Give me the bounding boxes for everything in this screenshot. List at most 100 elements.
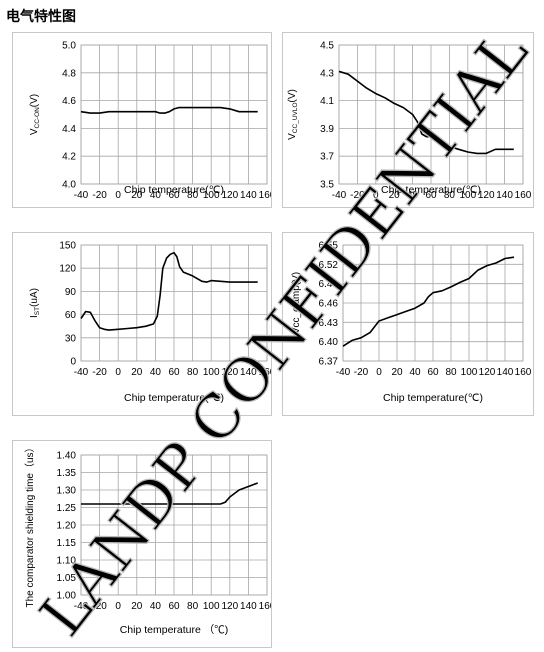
y-tick-label: 5.0 <box>62 41 76 52</box>
x-tick-label: 120 <box>221 601 238 612</box>
x-tick-label: 160 <box>259 367 271 378</box>
x-tick-label: 140 <box>497 367 514 378</box>
y-axis-label: IST(uA) <box>29 288 41 318</box>
y-tick-label: 150 <box>59 241 76 252</box>
series-line <box>81 482 258 505</box>
x-axis-label: Chip temperature(℃) <box>381 184 481 196</box>
y-tick-label: 3.5 <box>320 180 334 191</box>
x-tick-label: 120 <box>479 367 496 378</box>
y-tick-label: 3.7 <box>320 152 334 163</box>
x-tick-label: 160 <box>259 601 271 612</box>
y-axis-label: VCC-ON(V) <box>29 94 41 135</box>
y-tick-label: 1.15 <box>57 538 77 549</box>
x-tick-label: -20 <box>92 601 107 612</box>
chart-svg: -40 -20 0 20 40 60 80 100 120 140 160 6.37 6.40 6.43 6… <box>291 241 532 405</box>
x-tick-label: 0 <box>115 367 121 378</box>
plot-frame <box>80 44 268 185</box>
y-axis-label: VCC_UVLO(V) <box>287 89 299 140</box>
x-tick-label: -40 <box>74 367 89 378</box>
x-tick-label: 0 <box>115 601 121 612</box>
y-tick-label: 6.55 <box>319 241 339 252</box>
x-tick-label: 140 <box>240 601 257 612</box>
y-tick-label: 6.40 <box>319 337 339 348</box>
y-axis-label-unit: (uA) <box>29 288 40 307</box>
x-tick-label: 140 <box>240 367 257 378</box>
x-axis-label: Chip temperature(℃) <box>124 184 224 196</box>
series-line <box>80 106 258 114</box>
y-axis-label: Vcc_clamp(V) <box>291 272 302 334</box>
y-tick-label: 4.3 <box>320 68 334 79</box>
x-tick-label: 140 <box>496 190 513 201</box>
y-tick-label: 1.00 <box>57 591 77 602</box>
y-tick-label: 6.49 <box>319 279 339 290</box>
y-tick-label: 6.43 <box>319 318 339 329</box>
y-tick-label: 1.10 <box>57 556 77 567</box>
x-tick-label: -20 <box>92 367 107 378</box>
y-tick-label: 1.05 <box>57 573 77 584</box>
x-tick-label: 20 <box>391 367 403 378</box>
y-axis-label-unit: (V) <box>287 89 298 102</box>
y-tick-label: 1.30 <box>57 486 77 497</box>
plot-frame <box>338 44 524 185</box>
x-tick-label: 60 <box>168 190 180 201</box>
x-tick-label: 100 <box>203 190 220 201</box>
y-tick-label: 6.37 <box>319 357 339 368</box>
x-tick-label: 20 <box>131 601 143 612</box>
x-tick-label: 60 <box>168 601 180 612</box>
y-tick-label: 4.8 <box>62 68 76 79</box>
page-heading: 电气特性图 <box>6 9 76 25</box>
x-axis-label: Chip temperature(℃) <box>383 392 483 404</box>
x-tick-label: 0 <box>373 190 379 201</box>
y-axis-label-subscript: CC-ON <box>34 107 41 129</box>
y-tick-label: 120 <box>59 264 76 275</box>
x-tick-label: -20 <box>92 190 107 201</box>
series-line <box>338 70 514 155</box>
y-tick-label: 90 <box>65 287 77 298</box>
x-tick-label: 120 <box>478 190 495 201</box>
x-tick-label: 100 <box>459 190 476 201</box>
y-axis-label-main: V <box>287 133 298 140</box>
y-axis-label-subscript: ST <box>34 307 41 315</box>
x-tick-label: 60 <box>425 190 437 201</box>
y-tick-label: 1.25 <box>57 503 77 514</box>
x-tick-label: -20 <box>354 367 369 378</box>
x-tick-label: 160 <box>515 190 532 201</box>
chart-panel-vcc-uvlo: -40 -20 0 20 40 60 80 100 120 140 160 3.5 3.7 3.9 4.1 4… <box>282 32 534 208</box>
x-tick-label: 80 <box>187 601 199 612</box>
x-tick-label: 160 <box>515 367 532 378</box>
y-axis-label-main: I <box>29 315 40 318</box>
y-tick-label: 4.0 <box>62 180 76 191</box>
x-tick-label: 80 <box>444 190 456 201</box>
y-tick-label: 0 <box>70 357 76 368</box>
x-tick-label: 100 <box>203 367 220 378</box>
chart-panel-vcc-clamp: -40 -20 0 20 40 60 80 100 120 140 160 6.37 6.40 6.43 6… <box>282 232 534 416</box>
x-tick-label: 20 <box>131 190 143 201</box>
x-tick-label: 40 <box>150 190 162 201</box>
y-axis-label-main: V <box>29 128 40 135</box>
y-tick-label: 4.6 <box>62 96 76 107</box>
x-axis-label: Chip temperature(℃) <box>124 392 224 404</box>
y-tick-label: 4.4 <box>62 124 76 135</box>
x-tick-label: 40 <box>150 601 162 612</box>
y-tick-label: 1.40 <box>57 451 77 462</box>
plot-frame <box>80 454 268 596</box>
x-tick-label: 80 <box>445 367 457 378</box>
y-tick-label: 60 <box>65 310 77 321</box>
y-axis-label-unit: (V) <box>29 94 40 107</box>
series-line <box>342 256 515 347</box>
x-tick-label: 40 <box>150 367 162 378</box>
x-tick-label: -40 <box>74 190 89 201</box>
x-tick-label: -20 <box>350 190 365 201</box>
x-tick-label: 80 <box>187 190 199 201</box>
y-tick-label: 3.9 <box>320 124 334 135</box>
x-tick-label: 160 <box>259 190 271 201</box>
plot-frame <box>342 244 524 362</box>
x-tick-label: 0 <box>376 367 382 378</box>
x-tick-label: 60 <box>427 367 439 378</box>
x-tick-label: 0 <box>115 190 121 201</box>
chart-svg: -40-200204060801001201401600306090120150… <box>29 241 271 405</box>
y-tick-label: 1.20 <box>57 521 77 532</box>
